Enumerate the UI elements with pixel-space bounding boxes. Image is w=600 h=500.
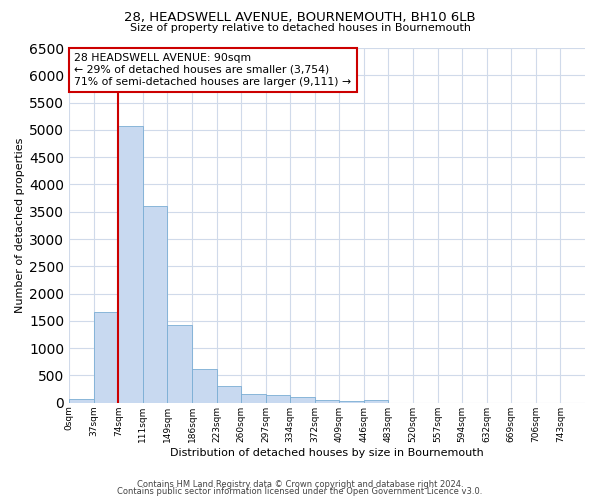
Text: 28, HEADSWELL AVENUE, BOURNEMOUTH, BH10 6LB: 28, HEADSWELL AVENUE, BOURNEMOUTH, BH10 …	[124, 11, 476, 24]
Bar	[217, 386, 241, 403]
Bar	[94, 312, 118, 403]
Bar	[266, 395, 290, 403]
Bar	[315, 400, 340, 403]
Bar	[290, 398, 315, 403]
Bar	[167, 326, 192, 403]
Text: Contains HM Land Registry data © Crown copyright and database right 2024.: Contains HM Land Registry data © Crown c…	[137, 480, 463, 489]
Text: 28 HEADSWELL AVENUE: 90sqm
← 29% of detached houses are smaller (3,754)
71% of s: 28 HEADSWELL AVENUE: 90sqm ← 29% of deta…	[74, 54, 352, 86]
Bar	[364, 400, 388, 403]
X-axis label: Distribution of detached houses by size in Bournemouth: Distribution of detached houses by size …	[170, 448, 484, 458]
Bar	[241, 394, 266, 403]
Bar	[192, 369, 217, 403]
Bar	[143, 206, 167, 403]
Bar	[69, 398, 94, 403]
Bar	[340, 401, 364, 403]
Bar	[118, 126, 143, 403]
Text: Contains public sector information licensed under the Open Government Licence v3: Contains public sector information licen…	[118, 488, 482, 496]
Text: Size of property relative to detached houses in Bournemouth: Size of property relative to detached ho…	[130, 23, 470, 33]
Y-axis label: Number of detached properties: Number of detached properties	[15, 138, 25, 313]
